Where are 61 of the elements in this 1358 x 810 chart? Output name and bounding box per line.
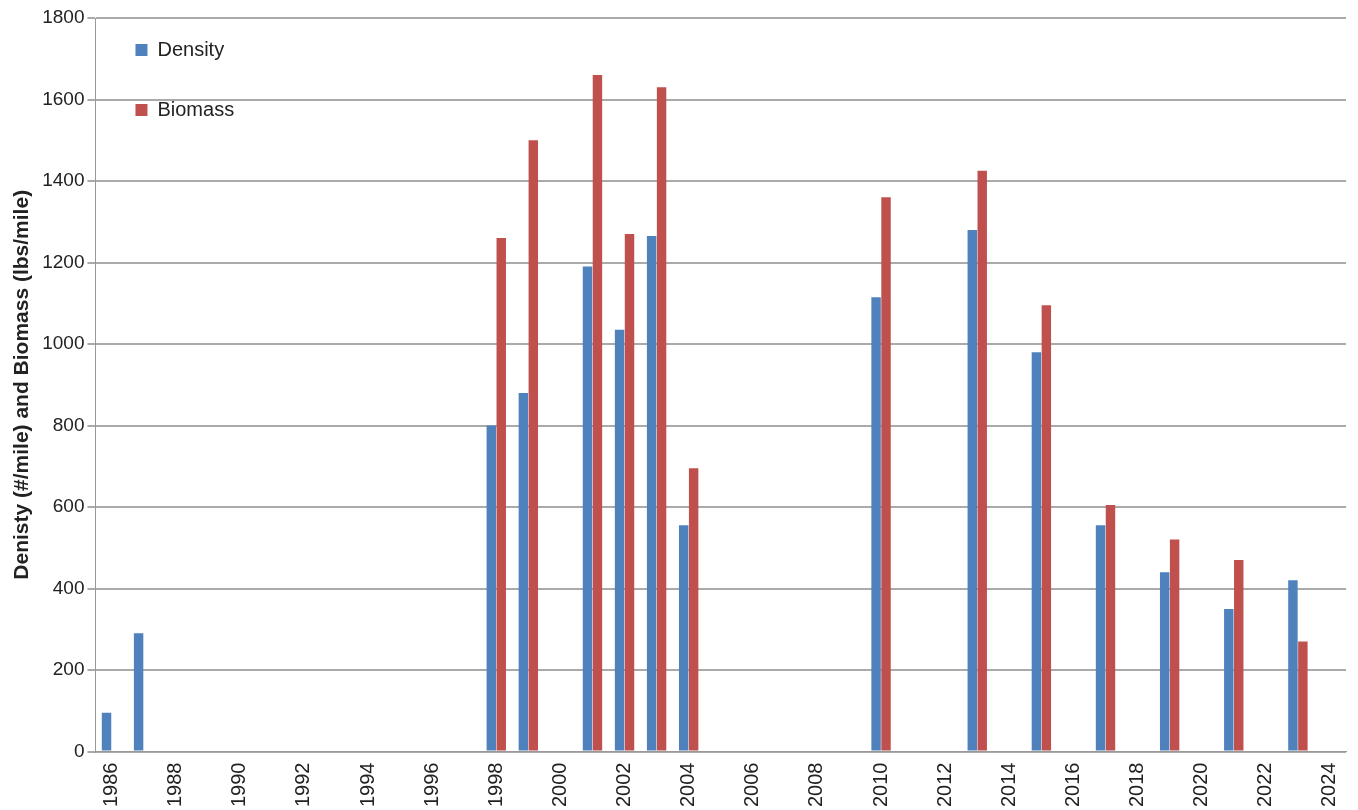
bar — [518, 392, 529, 751]
bar — [592, 75, 603, 751]
bar — [1095, 525, 1106, 751]
y-tick-label: 1200 — [42, 250, 85, 272]
x-tick-label: 2014 — [996, 762, 1019, 808]
bar — [486, 425, 497, 751]
bar — [101, 712, 112, 751]
y-tick-label: 1000 — [42, 332, 85, 354]
bar — [871, 297, 881, 751]
x-tick-label: 2016 — [1060, 762, 1083, 808]
x-tick-label: 1992 — [291, 762, 314, 808]
x-tick-label: 2002 — [612, 762, 635, 808]
bar — [1031, 352, 1042, 751]
y-tick-label: 0 — [73, 739, 85, 761]
x-tick-label: 1988 — [163, 762, 186, 808]
bar — [977, 170, 987, 751]
x-tick-label: 2008 — [804, 762, 827, 808]
x-tick-label: 2022 — [1253, 762, 1276, 808]
bar — [1224, 608, 1234, 751]
x-tick-label: 2006 — [740, 762, 763, 808]
legend-label: Biomass — [157, 97, 235, 120]
bar — [967, 229, 978, 751]
bar — [1105, 504, 1116, 751]
bar — [624, 233, 635, 751]
bar — [881, 197, 891, 751]
x-tick-label: 1994 — [355, 762, 378, 808]
bar — [496, 238, 506, 751]
bar — [614, 329, 625, 751]
bar — [656, 87, 667, 751]
y-tick-label: 200 — [52, 658, 85, 680]
x-tick-label: 1990 — [227, 762, 250, 808]
x-tick-label: 2024 — [1317, 762, 1340, 808]
bar — [1234, 559, 1244, 751]
y-tick-label: 1400 — [42, 169, 85, 191]
x-tick-label: 2004 — [676, 762, 699, 808]
x-tick-label: 2018 — [1125, 762, 1148, 808]
bar — [1288, 580, 1298, 751]
y-tick-label: 600 — [52, 495, 85, 517]
bar — [582, 266, 593, 751]
bar — [133, 633, 144, 751]
x-tick-label: 2010 — [868, 762, 891, 808]
x-tick-label: 1998 — [483, 762, 506, 808]
y-tick-label: 400 — [52, 576, 85, 598]
y-tick-label: 800 — [52, 413, 85, 435]
bar — [678, 525, 689, 751]
bar — [1169, 539, 1180, 751]
y-tick-label: 1800 — [42, 6, 85, 28]
bar — [688, 468, 699, 751]
y-axis-title: Denisty (#/mile) and Biomass (lbs/mile) — [9, 189, 33, 580]
x-tick-label: 1996 — [419, 762, 442, 808]
y-tick-label: 1600 — [42, 87, 85, 109]
bar — [1159, 572, 1170, 751]
bar — [1041, 305, 1052, 751]
x-tick-label: 2020 — [1189, 762, 1212, 808]
x-tick-label: 2000 — [547, 762, 570, 808]
bar — [528, 140, 539, 751]
legend-label: Density — [157, 37, 225, 60]
bar — [646, 236, 657, 751]
x-tick-label: 1986 — [99, 762, 122, 808]
x-tick-label: 2012 — [932, 762, 955, 808]
bar — [1298, 641, 1308, 751]
